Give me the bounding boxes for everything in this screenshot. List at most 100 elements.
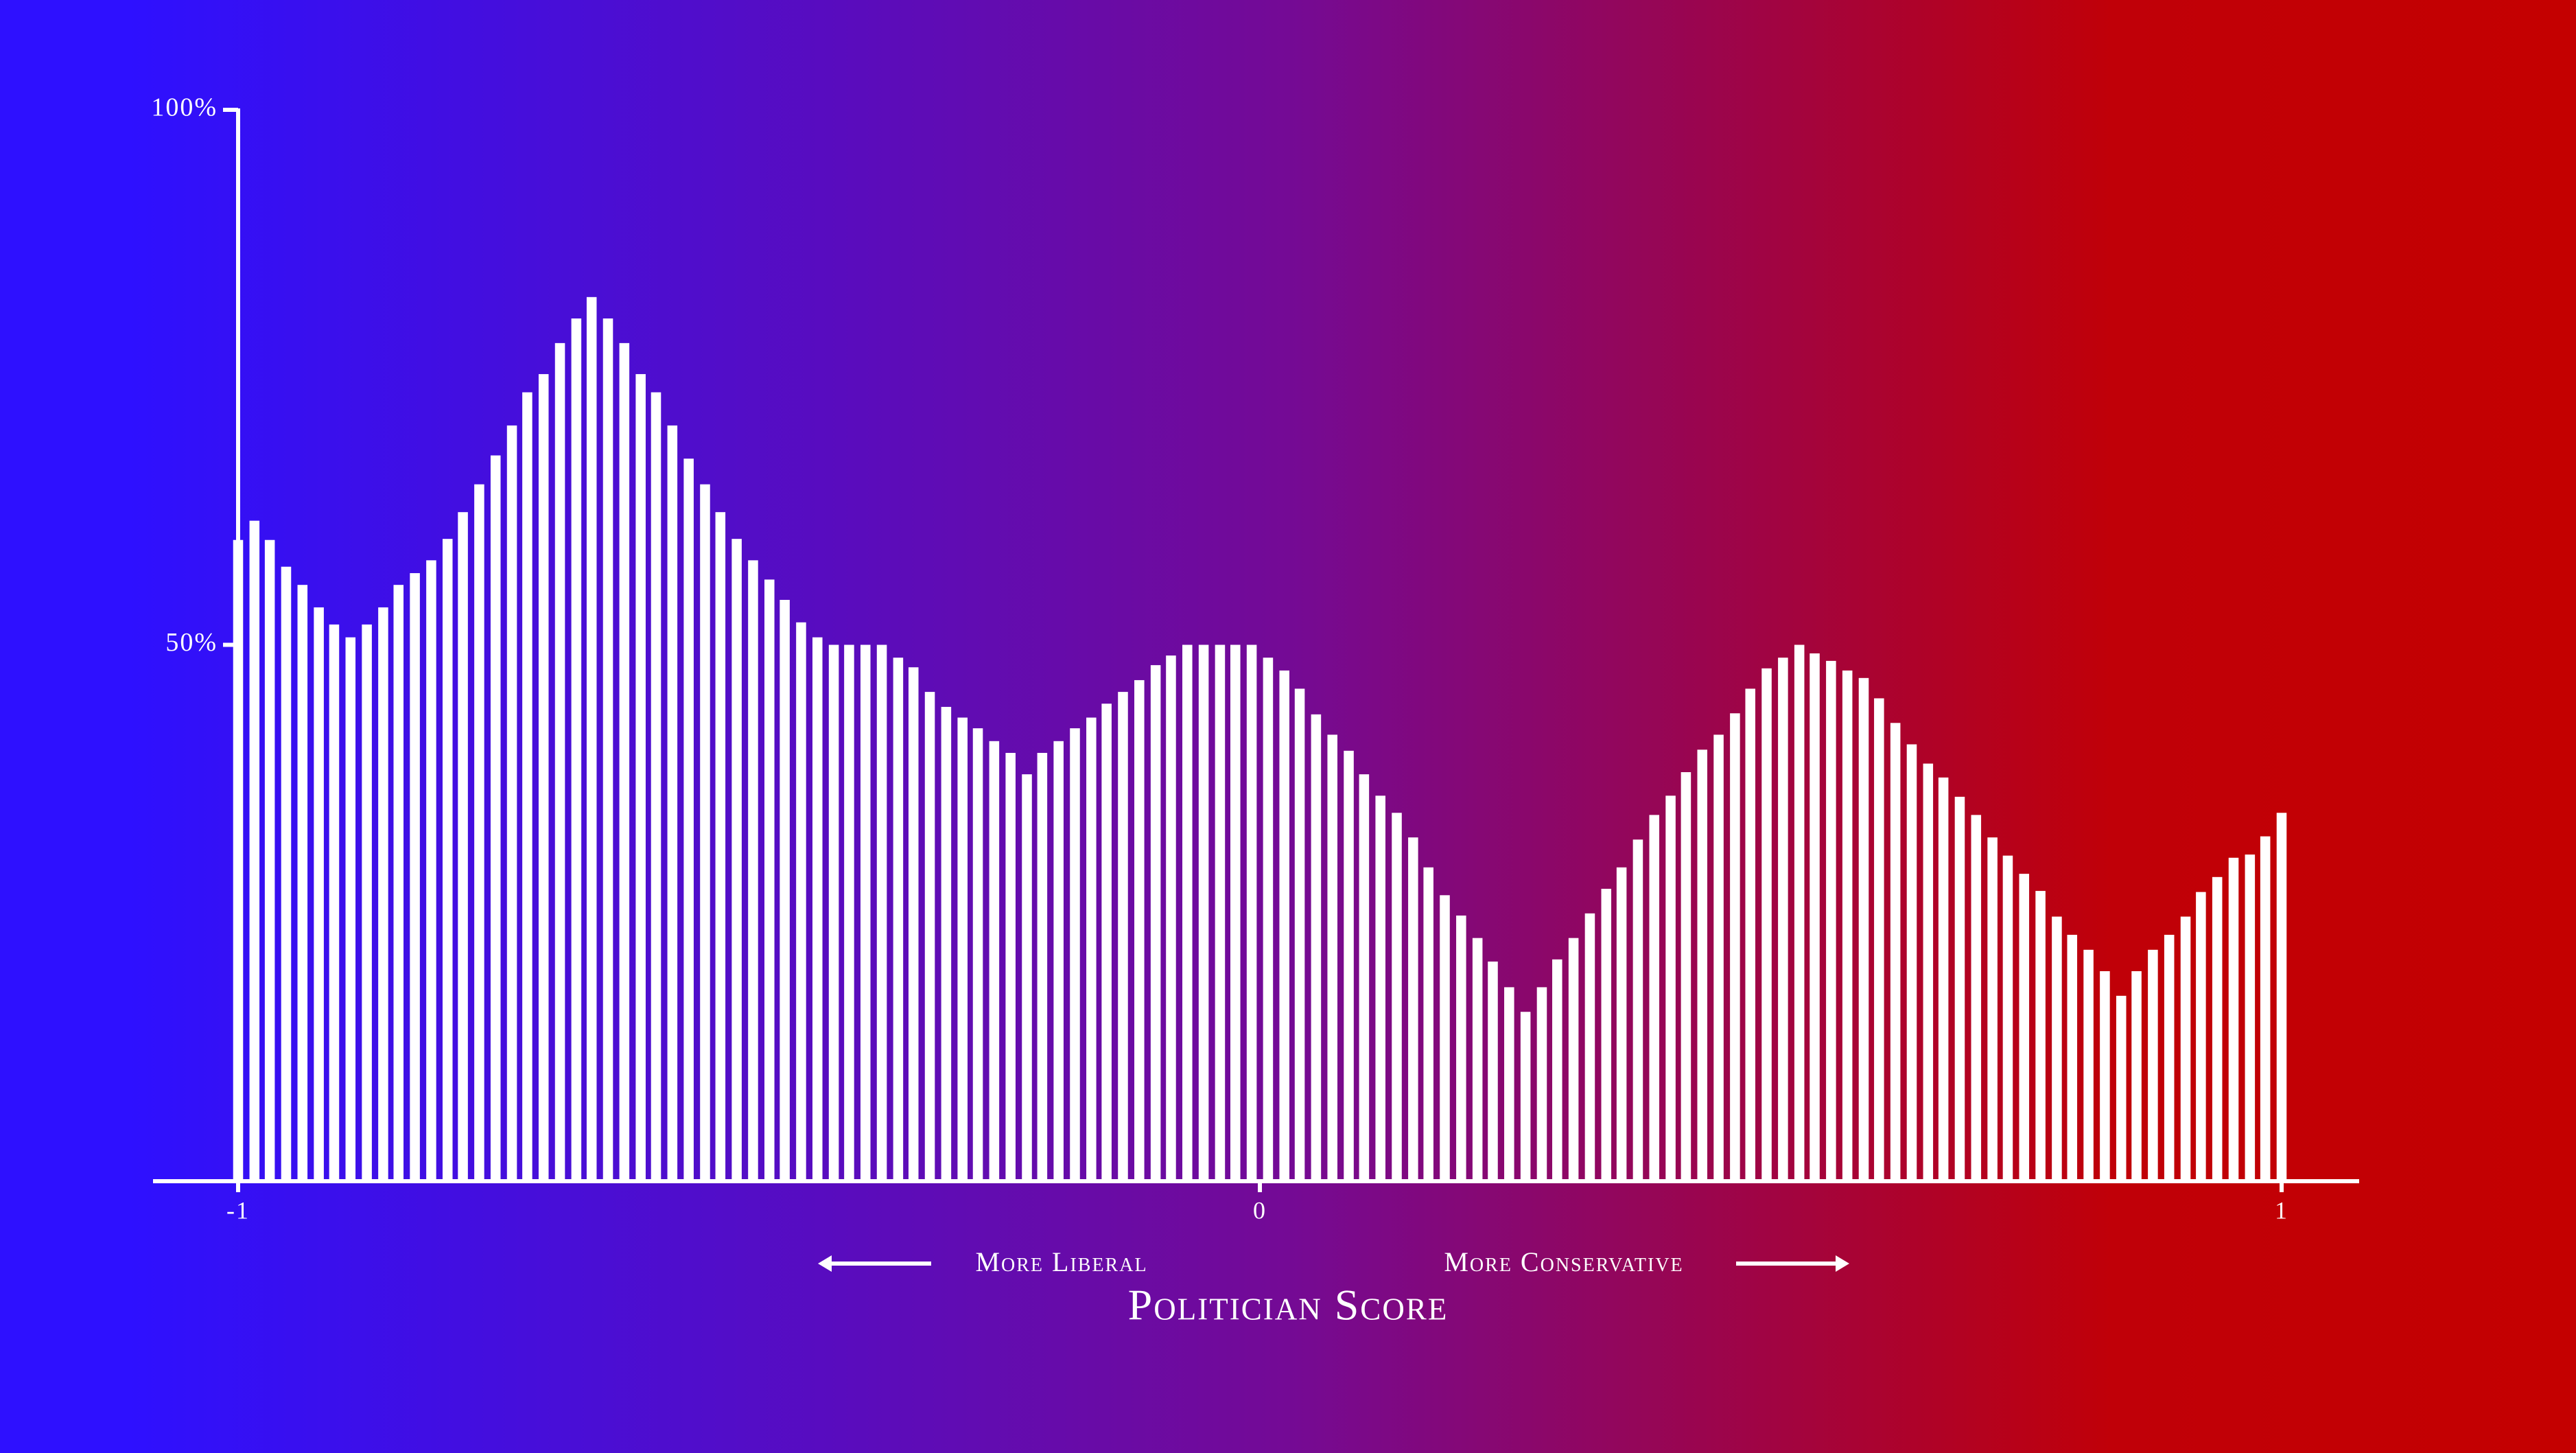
- bar: [1166, 655, 1176, 1180]
- bar: [893, 658, 904, 1180]
- bar: [2260, 836, 2271, 1180]
- bar: [651, 392, 661, 1181]
- bar: [2148, 949, 2158, 1180]
- bar: [1906, 744, 1917, 1180]
- bar: [1101, 704, 1112, 1180]
- bar: [1472, 938, 1483, 1180]
- bar: [1215, 644, 1226, 1180]
- bar: [908, 667, 919, 1180]
- bar: [860, 644, 871, 1180]
- bar: [1440, 895, 1450, 1180]
- bar: [1713, 734, 1724, 1180]
- bar: [1858, 677, 1869, 1180]
- bar: [1005, 752, 1016, 1180]
- bar: [972, 728, 983, 1180]
- bar: [700, 484, 710, 1180]
- annotation: More Liberal: [975, 1246, 1147, 1277]
- bar: [1938, 777, 1949, 1180]
- bar: [1616, 867, 1627, 1180]
- bar: [538, 374, 549, 1180]
- y-tick-label: 50%: [165, 628, 218, 657]
- bar: [554, 342, 565, 1180]
- bar: [1842, 670, 1853, 1180]
- bar: [2196, 892, 2206, 1180]
- bar: [1294, 688, 1305, 1180]
- bar: [1456, 915, 1466, 1180]
- bar: [1118, 692, 1128, 1180]
- bar: [924, 692, 935, 1180]
- bar: [1392, 813, 1402, 1180]
- bar: [1665, 795, 1676, 1180]
- bar: [1584, 913, 1595, 1180]
- bar: [2276, 813, 2287, 1180]
- bar: [1359, 774, 1370, 1180]
- bar: [506, 425, 517, 1180]
- bar: [1488, 961, 1498, 1180]
- bar: [1761, 668, 1772, 1180]
- bar: [1022, 774, 1032, 1180]
- left-arrowhead: [818, 1255, 832, 1272]
- bar: [1198, 644, 1209, 1180]
- bar: [715, 512, 726, 1180]
- bar: [764, 579, 775, 1180]
- bar: [1344, 750, 1354, 1180]
- bar: [442, 539, 453, 1180]
- bar: [1778, 658, 1788, 1180]
- bar: [667, 425, 678, 1180]
- bar: [1794, 644, 1805, 1180]
- bar: [1552, 959, 1562, 1180]
- bar: [1810, 653, 1820, 1180]
- bar: [1246, 644, 1257, 1180]
- bar: [876, 644, 887, 1180]
- bar: [2212, 876, 2223, 1180]
- bar: [1697, 749, 1708, 1180]
- bar: [2100, 970, 2110, 1180]
- bar: [345, 637, 356, 1180]
- bar: [571, 318, 582, 1180]
- bar: [619, 342, 630, 1180]
- bar: [780, 600, 790, 1180]
- bar: [1536, 987, 1547, 1180]
- bar: [2002, 855, 2013, 1180]
- bar: [1375, 795, 1385, 1180]
- bar: [281, 566, 292, 1180]
- bar: [314, 607, 324, 1180]
- bar: [1730, 713, 1740, 1180]
- bar: [297, 585, 308, 1180]
- bar: [522, 392, 532, 1181]
- bar: [941, 706, 952, 1180]
- bar: [1327, 734, 1337, 1180]
- bar: [233, 539, 244, 1180]
- bar: [410, 573, 420, 1180]
- bar: [1971, 815, 1982, 1180]
- bar: [1311, 714, 1322, 1180]
- bar: [2019, 874, 2030, 1180]
- bar: [2180, 916, 2191, 1180]
- bar: [1037, 752, 1048, 1180]
- bar: [844, 644, 854, 1180]
- bar: [1086, 717, 1097, 1180]
- bar: [1053, 741, 1064, 1180]
- bar: [1681, 772, 1691, 1180]
- bar: [796, 622, 806, 1180]
- bar: [1070, 728, 1080, 1180]
- bar: [1520, 1012, 1531, 1180]
- bar: [1279, 670, 1290, 1180]
- bar: [1954, 796, 1965, 1180]
- bar: [989, 741, 1000, 1180]
- bar: [264, 539, 275, 1180]
- bar: [1504, 987, 1514, 1180]
- bar: [2245, 855, 2256, 1180]
- x-tick-label: 1: [2275, 1196, 2288, 1224]
- bar: [1263, 658, 1274, 1180]
- bar: [1632, 839, 1643, 1180]
- bar: [1182, 644, 1193, 1180]
- x-tick-label: -1: [226, 1196, 250, 1224]
- bar: [2083, 949, 2094, 1180]
- bar: [602, 318, 613, 1180]
- bar: [1601, 888, 1612, 1180]
- bar: [1874, 698, 1884, 1180]
- bar: [1230, 644, 1241, 1180]
- bar: [731, 539, 742, 1180]
